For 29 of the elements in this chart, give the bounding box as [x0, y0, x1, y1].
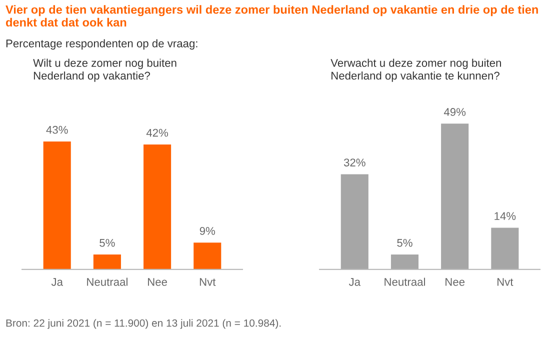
- chart-title: Verwacht u deze zomer nog buiten Nederland op vakantie te kunnen?: [330, 58, 501, 82]
- bar: [43, 142, 71, 270]
- data-label: 32%: [344, 158, 366, 166]
- data-label: 5%: [397, 238, 412, 247]
- bar: [93, 254, 121, 270]
- x-tick-label: Ja: [51, 278, 63, 286]
- x-tick-label: Neutraal: [384, 278, 425, 286]
- x-tick-label: Nvt: [497, 278, 514, 286]
- x-tick-label: Nee: [148, 278, 167, 286]
- data-label: 49%: [444, 108, 466, 116]
- text: Bron: 22 juni 2021 (n = 11.900) en 13 juli 2021 (n = 10.984).: [6, 319, 281, 329]
- chart-subtitle: Percentage respondenten op de vraag:: [6, 39, 198, 50]
- bar: [144, 144, 172, 270]
- bar: [340, 174, 368, 270]
- text: Wilt u deze zomer nog buiten Nederland op vakantie?: [33, 58, 176, 82]
- bar: [194, 242, 222, 270]
- data-label: 42%: [146, 128, 168, 137]
- data-label: 43%: [46, 126, 68, 134]
- x-tick-label: Ja: [348, 278, 361, 286]
- x-tick-label: Nee: [446, 278, 465, 286]
- data-label: 9%: [200, 227, 216, 235]
- text: Vier op de tien vakantiegangers wil deze zomer buiten Nederland op vakantie en drie op de tien denkt dat dat ook kan: [6, 5, 538, 27]
- x-tick-label: Nvt: [200, 278, 216, 286]
- x-tick-label: Neutraal: [87, 278, 128, 286]
- bar: [441, 124, 469, 270]
- data-label: 5%: [100, 238, 115, 247]
- bar: [390, 254, 419, 270]
- data-label: 14%: [494, 212, 516, 220]
- bar: [491, 228, 519, 270]
